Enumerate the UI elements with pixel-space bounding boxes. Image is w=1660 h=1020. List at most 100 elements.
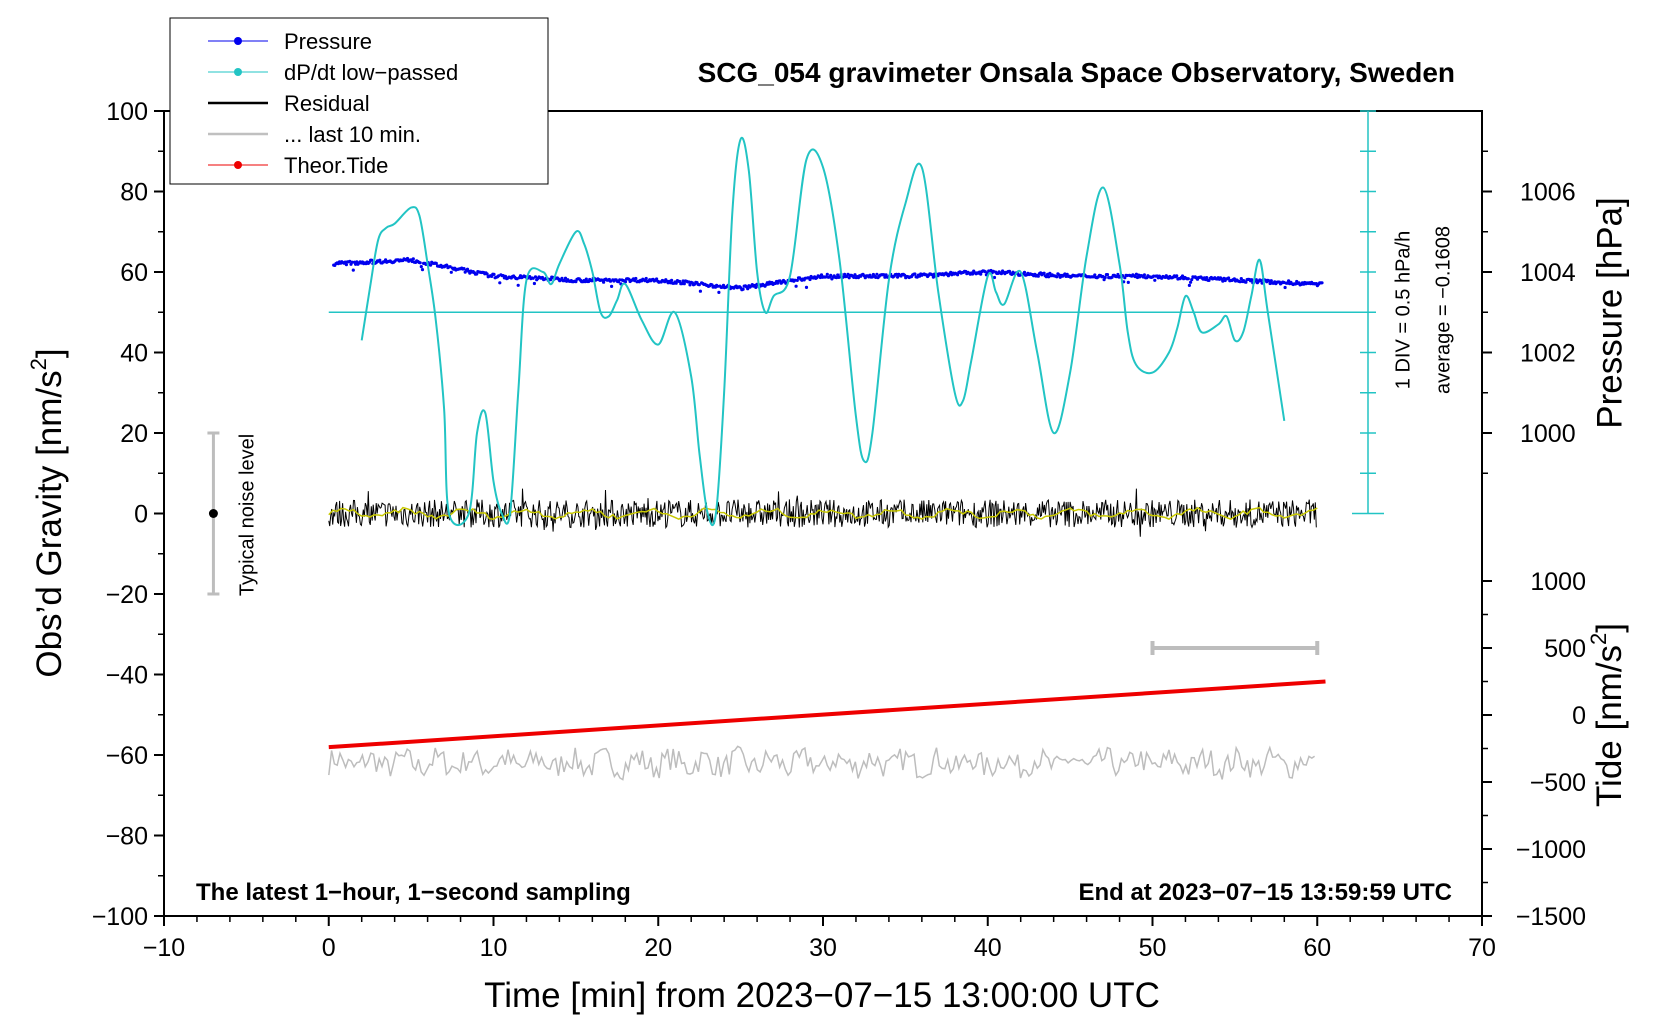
pressure-point	[429, 263, 433, 267]
tide-axis-label-sup: 2	[1586, 633, 1611, 645]
y-tick-label: 80	[120, 179, 148, 207]
pressure-point	[882, 273, 886, 277]
pressure-point	[418, 261, 422, 265]
tide-tick-label: 1000	[1530, 568, 1586, 596]
pressure-point	[680, 282, 684, 286]
x-axis: −10 0 10 20 30 40 50 60 70	[143, 916, 1496, 962]
y-tick-label: 100	[106, 98, 148, 126]
legend-item: Theor.Tide	[208, 153, 388, 178]
y-axis-label-sup: 2	[26, 358, 51, 370]
pressure-point	[1239, 277, 1243, 281]
pressure-point	[485, 272, 489, 276]
pressure-point	[548, 278, 553, 282]
pressure-point	[492, 272, 496, 276]
pressure-point	[1180, 274, 1185, 278]
pressure-point	[533, 275, 538, 279]
pressure-point	[618, 278, 622, 282]
div-annotation: 1 DIV = 0.5 hPa/h	[1392, 231, 1414, 389]
x-tick-label: 60	[1303, 934, 1331, 962]
pressure-point	[1152, 274, 1156, 278]
pressure-series	[332, 256, 1324, 294]
pressure-point	[1221, 279, 1225, 283]
pressure-point	[992, 275, 997, 280]
pressure-point	[1238, 280, 1242, 284]
chart-title: SCG_054 gravimeter Onsala Space Observat…	[698, 57, 1455, 88]
tide-axis-label-main: Tide [nm/s	[1590, 645, 1629, 807]
pressure-point	[834, 276, 839, 280]
pressure-point	[1055, 275, 1059, 279]
pressure-point	[370, 258, 374, 262]
legend-swatch-marker	[234, 37, 242, 45]
pressure-tick-label: 1004	[1520, 259, 1576, 287]
pressure-point	[1287, 279, 1291, 283]
pressure-point	[1175, 274, 1179, 278]
y-axis: −100 −80 −60 −40 −20 0 20 40 60 80 100	[92, 98, 164, 931]
x-tick-label: 10	[480, 934, 508, 962]
legend-label: Theor.Tide	[284, 153, 388, 178]
y-tick-label: 0	[134, 501, 148, 529]
pressure-point	[384, 258, 388, 262]
pressure-point	[1269, 279, 1273, 283]
pressure-point	[1103, 275, 1107, 280]
pressure-point	[448, 265, 452, 269]
pressure-point	[1244, 280, 1248, 284]
last10-series-line	[328, 745, 1316, 781]
legend-item: ... last 10 min.	[208, 122, 421, 147]
pressure-point	[808, 277, 812, 282]
pressure-point	[1186, 277, 1190, 281]
pressure-tick-label: 1002	[1520, 340, 1576, 368]
pressure-point	[688, 283, 692, 287]
pressure-point	[563, 276, 568, 280]
pressure-point	[1153, 278, 1157, 282]
pressure-point	[354, 262, 358, 266]
pressure-point	[681, 279, 685, 283]
pressure-point	[1126, 280, 1130, 284]
legend-item: Pressure	[208, 29, 372, 54]
pressure-point	[623, 280, 628, 284]
pressure-point	[1254, 278, 1258, 282]
pressure-point	[1123, 276, 1127, 280]
pressure-point	[795, 278, 799, 282]
pressure-point	[697, 283, 701, 287]
pressure-point	[1267, 279, 1271, 283]
pressure-point	[1190, 278, 1194, 282]
plot-frame	[163, 110, 1483, 917]
pressure-point	[896, 275, 900, 279]
noise-level-bar	[207, 431, 220, 596]
sampling-note: The latest 1−hour, 1−second sampling	[196, 879, 631, 906]
x-tick-label: 30	[809, 934, 837, 962]
pressure-point	[419, 265, 423, 269]
legend-box	[169, 17, 549, 185]
pressure-point	[674, 281, 678, 285]
pressure-point	[818, 275, 823, 280]
x-tick-label: −10	[143, 934, 185, 962]
pressure-point	[682, 282, 686, 286]
legend-label: Residual	[284, 91, 370, 116]
pressure-point	[836, 273, 840, 277]
pressure-point	[829, 273, 833, 277]
pressure-point	[1042, 271, 1046, 275]
pressure-point	[583, 280, 587, 284]
legend-label: Pressure	[284, 29, 372, 54]
pressure-point	[644, 276, 648, 281]
pressure-point	[698, 289, 703, 293]
tide-tick-label: −1500	[1516, 903, 1586, 931]
x-tick-label: 0	[322, 934, 336, 962]
tide-axis-label-close: ]	[1590, 623, 1629, 633]
pressure-point	[1007, 269, 1012, 273]
pressure-point	[1105, 273, 1110, 277]
pressure-point	[1022, 270, 1027, 274]
pressure-point	[1205, 276, 1209, 280]
tide-tick-label: −500	[1530, 769, 1586, 797]
pressure-point	[434, 261, 438, 265]
pressure-point	[875, 272, 879, 276]
pressure-point	[852, 275, 856, 279]
pressure-point	[498, 281, 502, 285]
legend-item: dP/dt low−passed	[208, 60, 458, 85]
pressure-point	[983, 270, 987, 274]
pressure-point	[475, 272, 479, 276]
tide-series-line	[328, 679, 1326, 750]
y-axis-label: Obs’d Gravity [nm/s2]	[26, 348, 69, 677]
pressure-point	[1283, 285, 1287, 290]
pressure-point	[794, 284, 798, 288]
